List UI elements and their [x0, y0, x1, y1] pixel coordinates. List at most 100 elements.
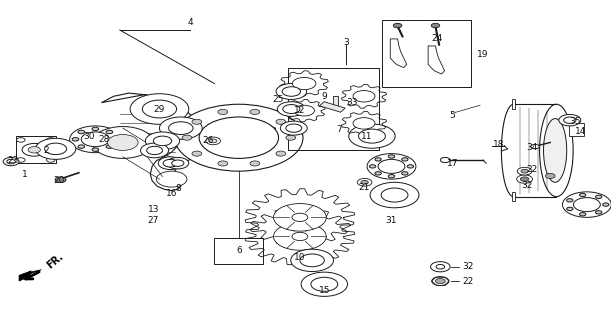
Text: 14: 14	[575, 127, 586, 136]
Circle shape	[143, 100, 176, 118]
Circle shape	[293, 77, 316, 90]
Circle shape	[292, 232, 308, 241]
Ellipse shape	[543, 119, 567, 182]
Circle shape	[92, 126, 154, 158]
Circle shape	[218, 109, 228, 115]
Circle shape	[401, 158, 408, 161]
Circle shape	[361, 180, 368, 184]
Circle shape	[108, 134, 138, 150]
Circle shape	[407, 165, 414, 168]
Text: 8: 8	[175, 184, 181, 193]
Circle shape	[106, 145, 113, 148]
Circle shape	[378, 159, 405, 173]
Bar	[512, 100, 515, 109]
Text: 3: 3	[343, 38, 349, 47]
Text: 20: 20	[53, 176, 64, 185]
Circle shape	[106, 130, 113, 134]
Circle shape	[250, 161, 259, 166]
Circle shape	[394, 23, 402, 28]
Text: 17: 17	[447, 159, 458, 168]
Circle shape	[72, 138, 79, 141]
Circle shape	[192, 151, 202, 156]
Circle shape	[276, 151, 286, 156]
Text: 24: 24	[431, 35, 443, 44]
Circle shape	[174, 104, 303, 171]
Text: 2: 2	[43, 146, 50, 155]
Circle shape	[349, 124, 395, 148]
Polygon shape	[102, 93, 202, 191]
Circle shape	[300, 254, 324, 267]
Circle shape	[432, 276, 449, 285]
Circle shape	[603, 203, 609, 206]
Text: 22: 22	[526, 165, 537, 174]
Circle shape	[159, 157, 182, 170]
Circle shape	[580, 212, 586, 216]
Text: 1: 1	[22, 170, 28, 179]
Circle shape	[157, 171, 187, 187]
Circle shape	[573, 197, 600, 212]
Circle shape	[47, 158, 55, 162]
Circle shape	[294, 105, 315, 116]
Text: 22: 22	[462, 276, 474, 285]
Circle shape	[160, 117, 202, 139]
Polygon shape	[16, 136, 56, 163]
Text: 15: 15	[319, 286, 330, 295]
Circle shape	[359, 129, 386, 143]
Text: FR.: FR.	[45, 252, 65, 271]
Circle shape	[206, 137, 220, 145]
Circle shape	[81, 132, 110, 147]
Circle shape	[92, 148, 99, 151]
Circle shape	[163, 159, 177, 167]
Bar	[319, 102, 345, 112]
Bar	[569, 123, 584, 136]
Circle shape	[250, 109, 259, 115]
Circle shape	[182, 135, 192, 140]
Circle shape	[353, 91, 375, 102]
Circle shape	[3, 157, 19, 166]
Circle shape	[171, 160, 184, 166]
Circle shape	[7, 159, 15, 164]
Circle shape	[357, 179, 372, 186]
Circle shape	[274, 204, 326, 231]
Circle shape	[112, 138, 119, 141]
Circle shape	[388, 155, 395, 158]
Circle shape	[431, 262, 450, 272]
Circle shape	[199, 117, 278, 158]
Circle shape	[567, 207, 573, 211]
Circle shape	[169, 122, 193, 134]
Circle shape	[595, 211, 602, 214]
Circle shape	[218, 161, 228, 166]
Text: 12: 12	[294, 106, 305, 115]
Circle shape	[17, 158, 25, 162]
Text: 23: 23	[7, 156, 18, 164]
Circle shape	[276, 119, 286, 124]
Circle shape	[209, 139, 217, 143]
Circle shape	[17, 138, 25, 142]
Circle shape	[531, 144, 539, 149]
Text: 16: 16	[166, 189, 177, 198]
Text: 9: 9	[321, 92, 327, 101]
Text: 35: 35	[569, 117, 580, 126]
Circle shape	[154, 136, 171, 146]
Bar	[512, 192, 515, 201]
Circle shape	[520, 177, 529, 181]
Circle shape	[277, 102, 305, 116]
Text: 7: 7	[337, 125, 343, 134]
Text: 31: 31	[386, 216, 397, 225]
Circle shape	[280, 121, 307, 135]
Polygon shape	[390, 39, 407, 68]
Circle shape	[28, 147, 40, 153]
Circle shape	[47, 138, 55, 142]
Circle shape	[567, 199, 573, 202]
Text: 33: 33	[346, 98, 357, 107]
Circle shape	[517, 167, 532, 175]
Circle shape	[595, 195, 602, 198]
Circle shape	[286, 135, 296, 140]
Text: 6: 6	[236, 246, 242, 255]
Text: 28: 28	[99, 135, 110, 144]
Circle shape	[517, 175, 532, 183]
Bar	[334, 96, 338, 109]
Polygon shape	[428, 46, 444, 74]
Circle shape	[35, 138, 76, 159]
Circle shape	[283, 105, 300, 114]
